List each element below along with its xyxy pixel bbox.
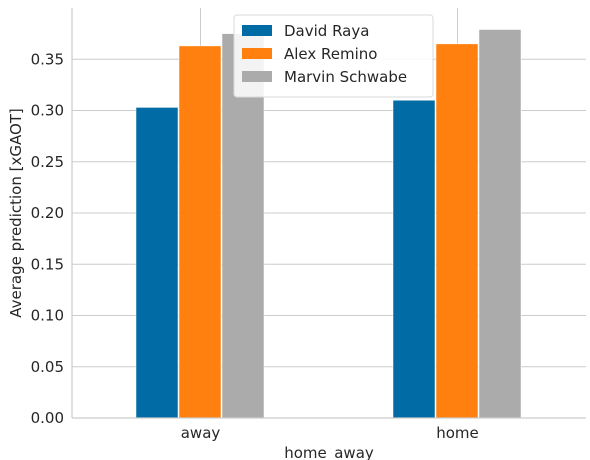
- bar-marvin-schwabe-away: [221, 33, 265, 419]
- y-tick-label: 0.20: [31, 204, 64, 222]
- y-tick-label: 0.05: [31, 358, 64, 376]
- y-tick-label: 0.15: [31, 255, 64, 273]
- bar-alex-remino-home: [435, 43, 479, 419]
- legend-swatch: [242, 71, 272, 82]
- y-tick-label: 0.35: [31, 50, 64, 68]
- y-tick-label: 0.25: [31, 153, 64, 171]
- x-axis-label: home_away: [284, 444, 374, 460]
- legend-label: Marvin Schwabe: [284, 68, 407, 86]
- x-tick-label: away: [181, 424, 221, 442]
- y-tick-label: 0.30: [31, 102, 64, 120]
- legend-label: Alex Remino: [284, 45, 377, 63]
- bar-alex-remino-away: [178, 45, 222, 419]
- y-axis-label: Average prediction [xGAOT]: [7, 108, 25, 318]
- y-tick-labels: 0.00 0.05 0.10 0.15 0.20 0.25 0.30 0.35: [31, 50, 64, 427]
- legend-swatch: [242, 25, 272, 36]
- y-tick-label: 0.10: [31, 307, 64, 325]
- bar-david-raya-home: [392, 100, 436, 419]
- y-tick-label: 0.00: [31, 409, 64, 427]
- axes: [71, 8, 586, 419]
- legend-label: David Raya: [284, 22, 369, 40]
- legend-box: [233, 14, 434, 98]
- bar-david-raya-away: [135, 107, 179, 419]
- x-tick-labels: away home: [181, 424, 479, 442]
- x-tick-label: home: [436, 424, 479, 442]
- legend: David Raya Alex Remino Marvin Schwabe: [233, 14, 434, 98]
- bar-marvin-schwabe-home: [478, 29, 522, 419]
- legend-swatch: [242, 48, 272, 59]
